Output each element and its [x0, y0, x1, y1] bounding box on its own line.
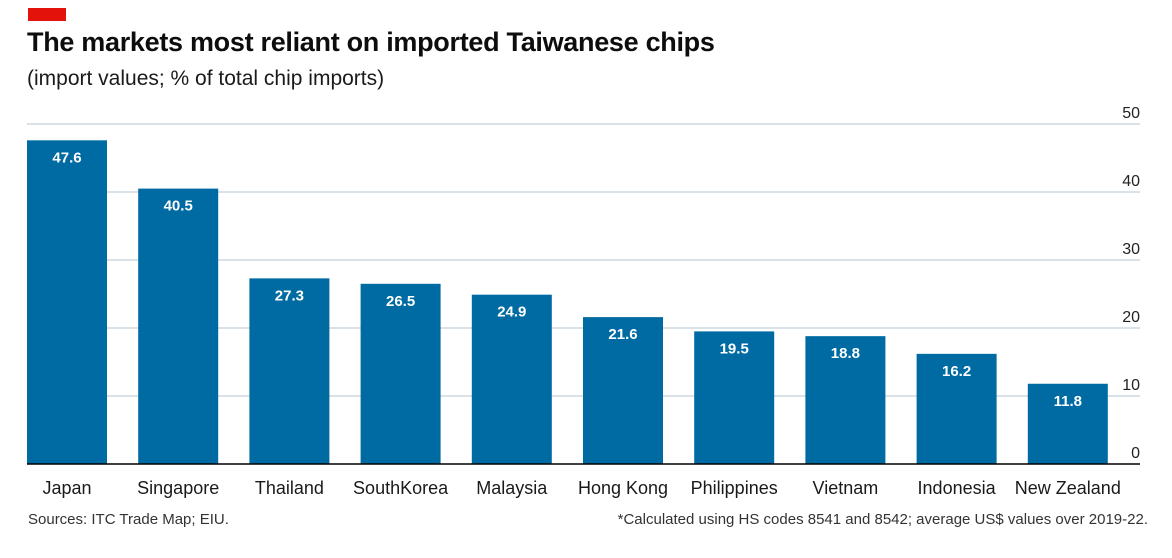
x-tick-label: Japan: [42, 478, 91, 498]
data-label: 47.6: [52, 149, 81, 166]
x-tick-label: SouthKorea: [353, 478, 449, 498]
bar: [805, 336, 886, 464]
sources-note: Sources: ITC Trade Map; EIU.: [28, 511, 229, 528]
data-label: 19.5: [720, 340, 749, 357]
x-tick-label: Hong Kong: [578, 478, 668, 498]
x-tick-label: Vietnam: [813, 478, 879, 498]
x-tick-label: Indonesia: [918, 478, 997, 498]
x-tick-label: Malaysia: [476, 478, 548, 498]
bar: [1027, 383, 1108, 464]
chart-subtitle: (import values; % of total chip imports): [27, 67, 385, 90]
data-label: 24.9: [497, 304, 526, 321]
data-label: 21.6: [608, 326, 637, 343]
calculation-note: *Calculated using HS codes 8541 and 8542…: [617, 511, 1148, 528]
brand-red-tag: [28, 8, 66, 21]
y-tick-label: 40: [1122, 173, 1140, 190]
bar: [694, 331, 775, 464]
bar: [360, 283, 441, 464]
y-tick-label: 0: [1131, 445, 1140, 462]
data-label: 40.5: [164, 198, 193, 215]
bar: [138, 188, 219, 464]
bar: [249, 278, 330, 464]
x-tick-label: Thailand: [255, 478, 324, 498]
data-label: 16.2: [942, 363, 971, 380]
y-tick-label: 10: [1122, 377, 1140, 394]
y-tick-label: 20: [1122, 309, 1140, 326]
bar: [916, 353, 997, 464]
bar: [583, 317, 663, 464]
x-tick-label: New Zealand: [1015, 478, 1121, 498]
data-label: 27.3: [275, 287, 304, 304]
data-label: 11.8: [1054, 393, 1082, 410]
bar: [471, 294, 552, 464]
y-tick-label: 50: [1122, 105, 1140, 122]
chart-title: The markets most reliant on imported Tai…: [27, 27, 715, 57]
data-label: 18.8: [831, 345, 860, 362]
x-tick-label: Philippines: [691, 478, 778, 498]
data-label: 26.5: [386, 293, 415, 310]
bar: [27, 140, 107, 464]
x-tick-label: Singapore: [137, 478, 219, 498]
y-tick-label: 30: [1122, 241, 1140, 258]
